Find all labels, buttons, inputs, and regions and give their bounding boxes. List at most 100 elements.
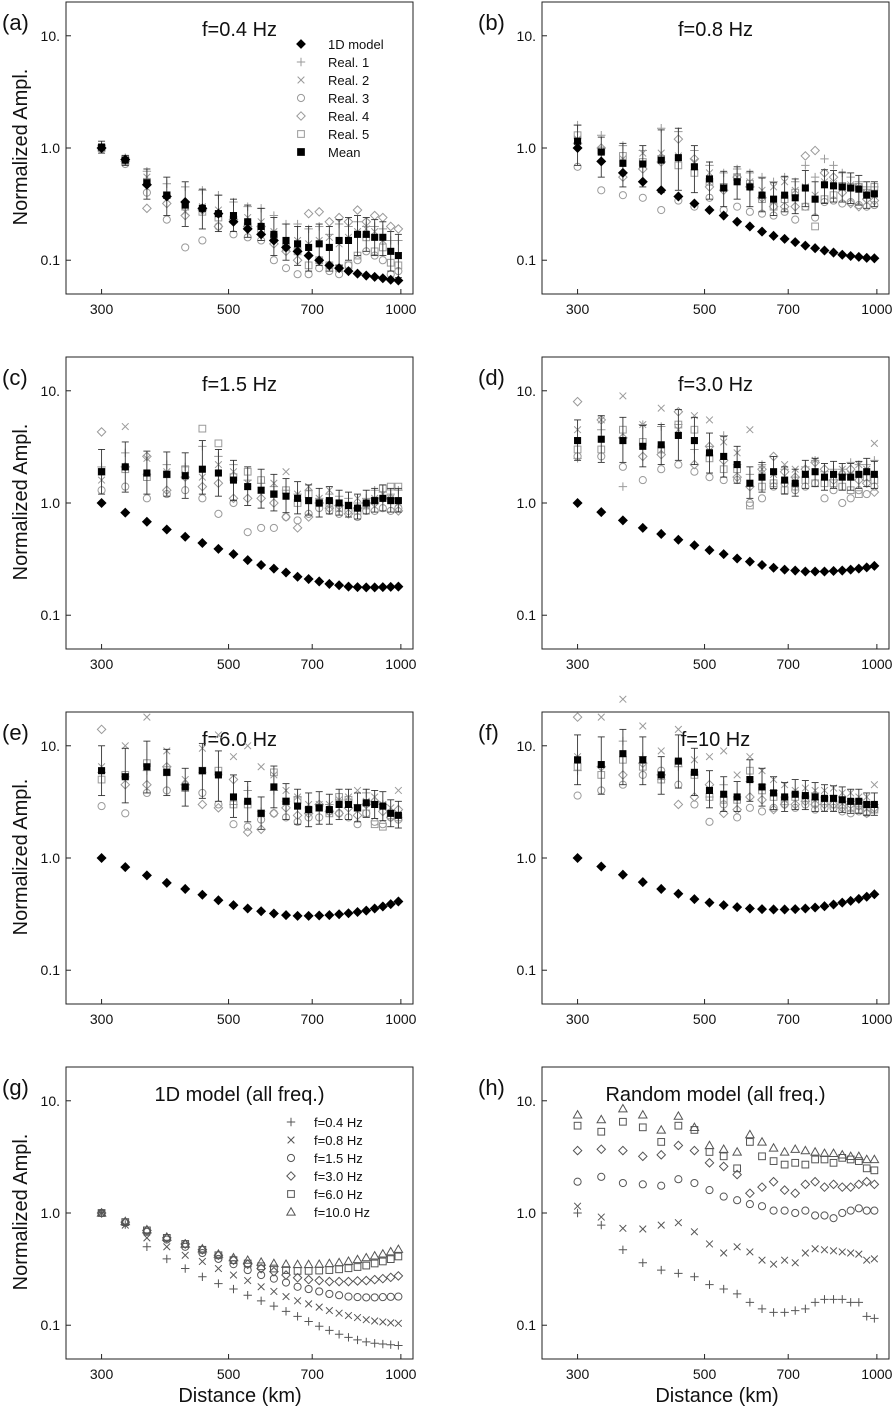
panel-title: Random model (all freq.) (605, 1084, 825, 1106)
data-point-plus (870, 1314, 879, 1323)
data-point-diamond (744, 1188, 755, 1199)
data-point-model (361, 270, 372, 281)
data-point-plus (838, 1295, 847, 1304)
data-point-model (656, 528, 667, 539)
data-point-plus (269, 1301, 279, 1311)
data-point-cross (733, 1243, 741, 1251)
data-point-diamond (303, 512, 314, 522)
y-tick-label: 10. (517, 1093, 536, 1109)
data-point-triangle (837, 1149, 848, 1159)
data-point-cross (838, 1248, 846, 1256)
data-point-square (820, 1155, 829, 1164)
data-point-mean (838, 796, 846, 804)
data-point-mean (325, 243, 333, 251)
data-point-mean (758, 783, 766, 791)
data-point-circle (257, 1270, 266, 1280)
data-point-diamond (281, 512, 291, 522)
data-point-cross (801, 1249, 810, 1257)
data-point-circle (618, 462, 627, 471)
data-point-model (161, 524, 172, 535)
panel-letter: (d) (478, 365, 505, 390)
data-point-circle (811, 1211, 820, 1220)
data-point-diamond (292, 1272, 303, 1283)
data-point-circle (733, 1196, 742, 1205)
chart-panel-b: 300 500 700 1000 0.1 1.0 10. (b) f=0.8 Hz (478, 1, 893, 317)
data-point-triangle (689, 1122, 700, 1131)
data-point-circle (769, 1206, 778, 1215)
data-point-mean (820, 473, 829, 481)
data-point-mean (811, 468, 819, 476)
data-point-triangle (704, 1140, 715, 1150)
data-point-model (853, 251, 864, 262)
data-point-mean (305, 243, 313, 251)
data-point-diamond (828, 1179, 839, 1190)
data-point-triangle (361, 1252, 372, 1262)
data-point-model (343, 581, 354, 592)
data-point-mean (335, 499, 343, 507)
data-point-model (334, 909, 345, 920)
data-point-model (596, 507, 607, 518)
data-point-diamond (768, 804, 779, 815)
data-point-triangle (197, 1243, 208, 1253)
data-point-triangle (280, 1258, 292, 1268)
data-point-diamond (393, 224, 404, 234)
data-point-circle (838, 498, 847, 508)
data-point-triangle (334, 1257, 345, 1267)
data-point-triangle (768, 1142, 779, 1152)
legend-label: f=3.0 Hz (314, 1169, 363, 1184)
data-point-circle (690, 1178, 699, 1188)
data-point-model (718, 900, 729, 911)
data-point-circle (257, 523, 266, 532)
data-point-mean (770, 468, 778, 476)
data-point-diamond (673, 1140, 684, 1151)
data-point-square (257, 1262, 265, 1271)
data-point-mean (597, 435, 605, 443)
data-point-mean (870, 470, 878, 478)
data-point-cross (325, 1306, 334, 1315)
data-point-mean (657, 156, 665, 164)
data-point-diamond (861, 478, 872, 489)
data-point-mean (143, 763, 151, 771)
data-point-model (689, 540, 700, 551)
data-point-circle (269, 809, 278, 818)
data-point-triangle (213, 1248, 224, 1258)
data-point-cross (791, 1259, 799, 1267)
data-point-cross (163, 1243, 171, 1251)
data-point-cross (758, 1256, 766, 1264)
data-point-mean (855, 797, 863, 805)
data-point-plus (690, 1272, 699, 1282)
data-point-plus (181, 1264, 190, 1273)
data-point-cross (394, 786, 403, 795)
data-point-mean (574, 756, 582, 764)
legend: f=0.4 Hz f=0.8 Hz f=1.5 Hz f=3.0 Hz f=6.0 Hz… (285, 1115, 370, 1220)
data-point-model (303, 910, 314, 921)
data-point-mean (362, 230, 370, 238)
data-point-cross (362, 1315, 370, 1324)
data-point-circle (378, 1293, 387, 1302)
x-tick-label: 300 (566, 301, 590, 317)
data-point-model (757, 904, 768, 915)
data-point-model (281, 567, 292, 578)
data-point-cross (198, 1257, 207, 1266)
data-point-mean (746, 479, 754, 487)
legend-label: Real. 5 (328, 127, 369, 142)
legend-marker-diamond (286, 1171, 296, 1181)
data-point-cross (705, 416, 714, 424)
data-point-mean (705, 449, 714, 457)
data-point-mean (353, 804, 362, 812)
data-point-diamond (845, 198, 856, 209)
data-point-cross (674, 725, 683, 734)
plot-frame (541, 711, 890, 1005)
data-point-cross (863, 1256, 871, 1264)
plot-frame (65, 711, 414, 1005)
data-point-model (757, 226, 768, 237)
data-point-mean (619, 159, 627, 167)
data-point-mean (690, 163, 698, 171)
data-point-model (790, 237, 801, 248)
data-point-model (242, 555, 253, 566)
data-point-mean (690, 437, 698, 445)
data-point-cross (387, 1319, 395, 1327)
data-point-mean (181, 783, 189, 791)
data-point-square (597, 1127, 606, 1136)
data-point-cross (619, 392, 627, 400)
